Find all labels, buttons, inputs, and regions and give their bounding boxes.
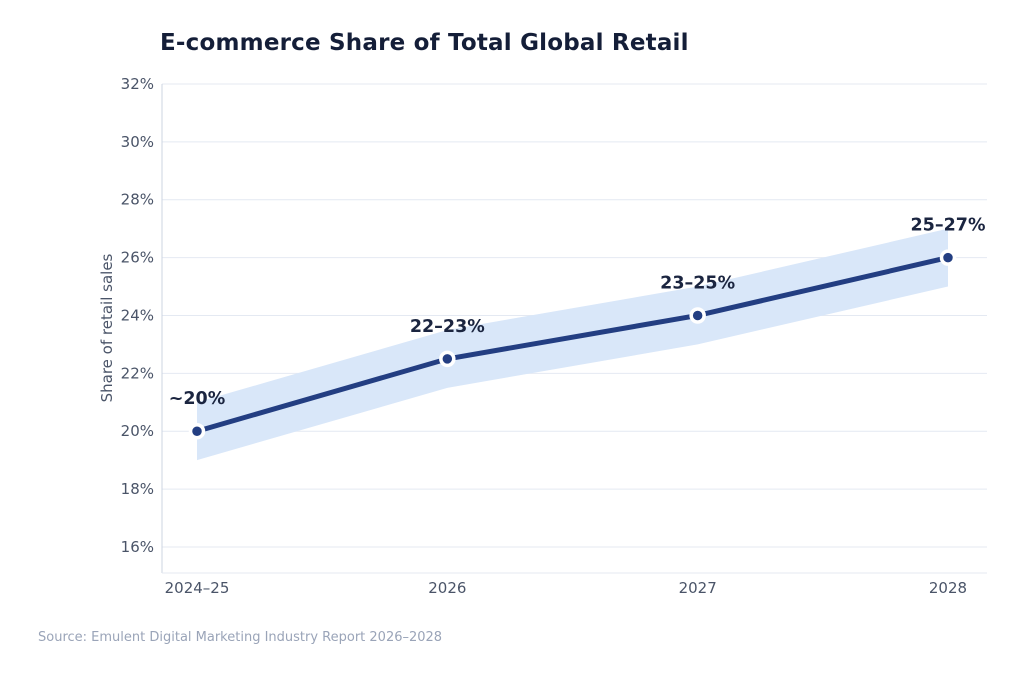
source-note: Source: Emulent Digital Marketing Indust… [38,630,443,645]
data-point [439,350,456,368]
y-tick-label: 32% [121,75,154,93]
data-point-label: 23–25% [660,273,735,293]
chart-title: E-commerce Share of Total Global Retail [160,30,689,56]
y-tick-label: 28% [121,191,154,209]
data-point-label: 25–27% [910,216,985,236]
data-point-label: ~20% [169,389,226,409]
confidence-band [197,228,948,461]
y-tick-label: 16% [121,538,154,556]
trend-line [194,255,951,434]
x-tick-label: 2024–25 [165,579,230,597]
data-point-label: 22–23% [410,317,485,337]
y-tick-label: 24% [121,306,154,324]
y-tick-label: 26% [121,249,154,267]
y-tick-label: 20% [121,422,154,440]
x-tick-label: 2028 [929,579,967,597]
y-tick-label: 18% [121,480,154,498]
y-tick-label: 30% [121,133,154,151]
data-point [939,249,957,266]
x-tick-label: 2026 [428,579,466,597]
x-tick-label: 2027 [679,579,717,597]
data-point [188,422,206,440]
y-tick-label: 22% [121,364,154,382]
data-point [689,307,706,324]
